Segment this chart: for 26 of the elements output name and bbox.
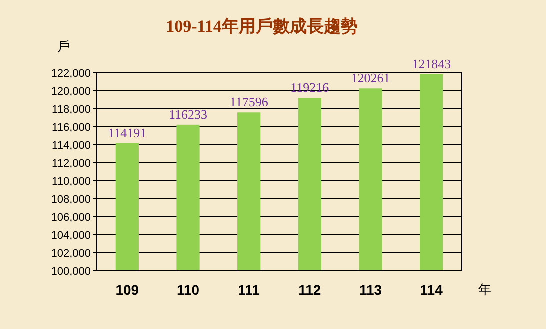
x-tick-label: 114	[420, 282, 444, 298]
x-tick-label: 113	[359, 282, 382, 298]
y-tick-label: 106,000	[51, 212, 91, 224]
data-label: 117596	[230, 94, 269, 110]
x-axis-title: 年	[478, 282, 492, 297]
data-label: 120261	[351, 70, 390, 86]
y-tick-label: 120,000	[51, 86, 91, 98]
x-tick-label: 109	[116, 282, 140, 298]
y-tick-label: 122,000	[51, 68, 91, 80]
y-tick-label: 110,000	[52, 176, 91, 188]
data-label: 121843	[412, 56, 452, 72]
chart-title: 109-114年用戶數成長趨勢	[166, 17, 358, 36]
y-tick-label: 112,000	[52, 158, 91, 170]
y-tick-label: 108,000	[51, 194, 91, 206]
x-tick-label: 111	[238, 282, 260, 298]
x-tick-label: 112	[298, 282, 322, 298]
y-axis-title: 戶	[58, 39, 70, 54]
y-tick-label: 118,000	[52, 104, 91, 116]
y-tick-label: 114,000	[52, 140, 91, 152]
data-label: 114191	[108, 125, 147, 140]
data-label: 116233	[168, 106, 208, 122]
y-tick-label: 100,000	[51, 266, 91, 278]
y-tick-label: 116,000	[52, 122, 91, 134]
x-tick-label: 110	[176, 282, 200, 298]
y-tick-label: 104,000	[51, 230, 91, 242]
y-tick-label: 102,000	[51, 248, 91, 260]
